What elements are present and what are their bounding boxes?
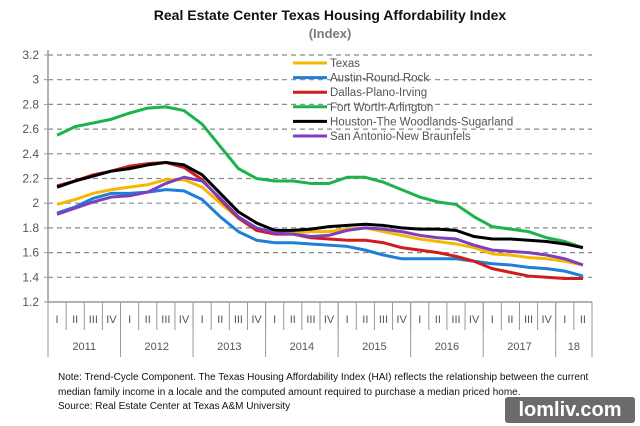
quarter-label: II (580, 314, 586, 326)
legend-label: Dallas-Plano-Irving (330, 87, 427, 99)
quarter-label: I (346, 314, 349, 326)
year-label: 2013 (217, 341, 241, 353)
y-tick-label: 2.4 (22, 147, 39, 161)
y-tick-label: 2.8 (22, 97, 39, 111)
series-line (56, 175, 584, 267)
y-tick-label: 1.6 (22, 246, 39, 260)
legend-label: Fort Worth-Arlington (330, 102, 433, 114)
legend-label: Texas (330, 58, 360, 70)
quarter-label: II (507, 314, 513, 326)
watermark: lomliv.com (505, 397, 635, 423)
legend-item: Houston-The Woodlands-Sugarland (293, 116, 513, 128)
year-label: 18 (568, 341, 580, 353)
quarter-label: III (451, 314, 460, 326)
quarter-label: II (145, 314, 151, 326)
quarter-label: II (72, 314, 78, 326)
quarter-label: II (217, 314, 223, 326)
quarter-label: I (491, 314, 494, 326)
legend-item: San Antonio-New Braunfels (293, 131, 471, 143)
quarter-label: III (234, 314, 243, 326)
quarter-label: I (418, 314, 421, 326)
quarter-label: I (201, 314, 204, 326)
series-line (56, 105, 584, 250)
y-tick-label: 1.8 (22, 221, 39, 235)
series-houston-the-woodlands-sugarland (56, 160, 584, 250)
y-tick-label: 3.2 (22, 48, 39, 62)
year-label: 2016 (435, 341, 459, 353)
y-tick-label: 2.2 (22, 172, 39, 186)
series-dallas-plano-irving (56, 160, 584, 281)
year-label: 2014 (290, 341, 314, 353)
legend-label: Austin-Round Rock (330, 73, 429, 85)
quarter-label: III (161, 314, 170, 326)
chart-subtitle: (Index) (309, 26, 352, 41)
year-label: 2012 (145, 341, 169, 353)
quarter-label: I (563, 314, 566, 326)
legend-item: Texas (293, 58, 360, 70)
note-line-2: median family income in a locale and the… (58, 386, 521, 398)
quarter-label: III (524, 314, 533, 326)
year-label: 2015 (362, 341, 386, 353)
y-tick-label: 1.2 (22, 295, 39, 309)
quarter-label: III (89, 314, 98, 326)
series-line (56, 178, 584, 267)
quarter-label: II (435, 314, 441, 326)
legend-item: Fort Worth-Arlington (293, 102, 433, 114)
quarter-label: IV (324, 314, 335, 326)
series-line (56, 160, 584, 250)
series-fort-worth-arlington (56, 105, 584, 250)
quarter-label: I (273, 314, 276, 326)
quarter-label: IV (179, 314, 190, 326)
quarter-label: IV (396, 314, 407, 326)
y-tick-label: 3 (32, 73, 39, 87)
legend-item: Austin-Round Rock (293, 73, 429, 85)
y-tick-label: 2.6 (22, 122, 39, 136)
source-line: Source: Real Estate Center at Texas A&M … (58, 401, 291, 412)
quarter-label: IV (106, 314, 117, 326)
quarter-label: I (56, 314, 59, 326)
year-label: 2011 (72, 341, 96, 353)
y-tick-label: 2 (32, 196, 39, 210)
chart-title: Real Estate Center Texas Housing Afforda… (154, 7, 507, 23)
series-san-antonio-new-braunfels (56, 175, 584, 267)
quarter-label: IV (469, 314, 480, 326)
quarter-label: IV (541, 314, 552, 326)
quarter-label: III (306, 314, 315, 326)
quarter-label: IV (251, 314, 262, 326)
year-label: 2017 (507, 341, 531, 353)
quarter-label: II (362, 314, 368, 326)
quarter-label: III (379, 314, 388, 326)
legend-label: San Antonio-New Braunfels (330, 131, 471, 143)
legend-label: Houston-The Woodlands-Sugarland (330, 116, 513, 128)
quarter-label: I (128, 314, 131, 326)
y-tick-label: 1.4 (22, 270, 39, 284)
series-line (56, 160, 583, 281)
chart-note: Note: Trend-Cycle Component. The Texas H… (58, 371, 588, 415)
note-line-1: Note: Trend-Cycle Component. The Texas H… (58, 372, 589, 383)
quarter-label: II (290, 314, 296, 326)
legend-item: Dallas-Plano-Irving (293, 87, 427, 99)
